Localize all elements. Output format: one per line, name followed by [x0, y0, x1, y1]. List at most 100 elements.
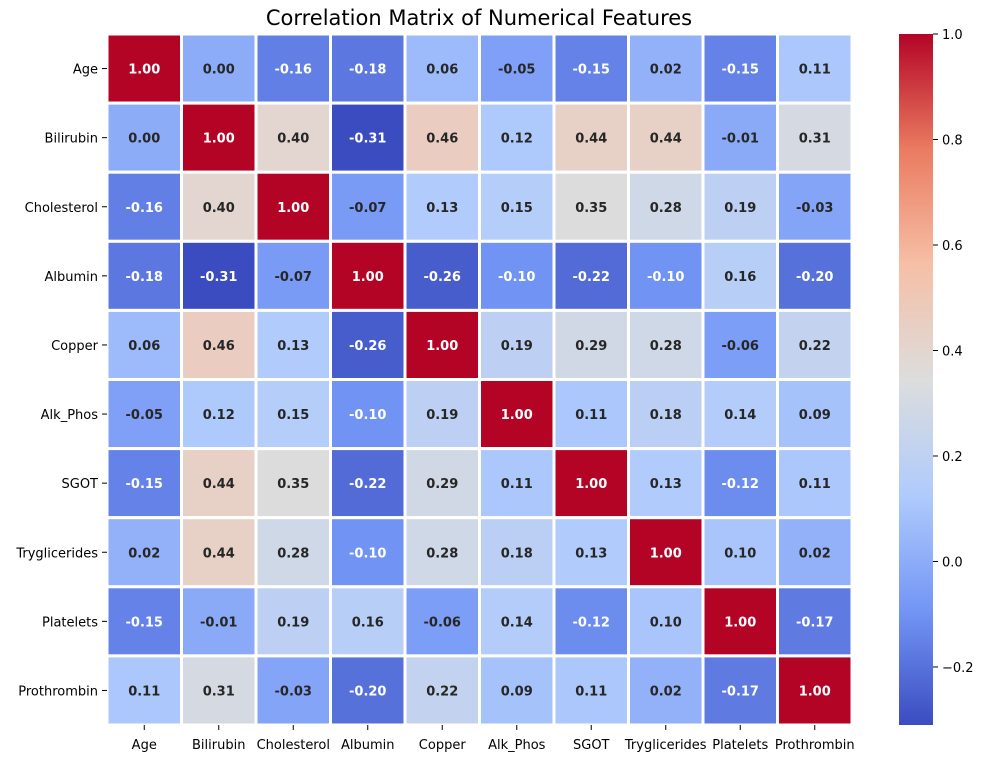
- cell-value-label: -0.07: [275, 270, 312, 285]
- cell-value-label: -0.05: [126, 408, 163, 423]
- heatmap-cell: [552, 101, 630, 174]
- heatmap-cell: [478, 447, 556, 520]
- heatmap-cell: [254, 170, 332, 243]
- cell-value-label: 1.00: [352, 270, 384, 285]
- colorbar-ticks: −0.2 0.0 0.2 0.4 0.6 0.8 1.0: [933, 28, 974, 676]
- cell-value-label: 0.15: [501, 201, 533, 216]
- cell-value-label: 1.00: [724, 615, 756, 630]
- colorbar-tick-label: 0.0: [942, 555, 963, 570]
- cell-value-label: 1.00: [501, 408, 533, 423]
- cell-value-label: 0.15: [277, 408, 309, 423]
- cell-value-label: 1.00: [203, 132, 235, 147]
- cell-value-label: -0.22: [349, 477, 386, 492]
- cell-value-label: -0.17: [796, 615, 833, 630]
- cell-value-label: 0.02: [650, 684, 682, 699]
- heatmap-cell: [627, 308, 705, 381]
- cell-value-label: 0.11: [575, 684, 607, 699]
- y-tick-label: Bilirubin: [45, 132, 98, 147]
- x-tick-label: Prothrombin: [775, 738, 855, 753]
- cell-value-label: 0.10: [650, 615, 682, 630]
- heatmap-cell: [776, 516, 854, 589]
- heatmap-cells: [105, 32, 854, 727]
- cell-value-label: 0.19: [501, 339, 533, 354]
- heatmap-cell: [627, 32, 705, 105]
- cell-value-label: 1.00: [277, 201, 309, 216]
- y-axis: Age Bilirubin Cholesterol Albumin Copper Alk_…: [15, 63, 107, 699]
- cell-value-label: -0.10: [647, 270, 684, 285]
- cell-value-label: 1.00: [650, 546, 682, 561]
- cell-value-label: -0.15: [126, 615, 163, 630]
- cell-value-label: 0.46: [426, 132, 458, 147]
- heatmap-cell-labels: 1.00 0.00 -0.16 -0.18 0.06 -0.05 -0.15 0.02 -0.1…: [126, 63, 834, 700]
- cell-value-label: -0.10: [498, 270, 535, 285]
- heatmap-cell: [552, 170, 630, 243]
- cell-value-label: 0.19: [724, 201, 756, 216]
- heatmap-cell: [701, 170, 779, 243]
- heatmap-cell: [180, 101, 258, 174]
- heatmap-cell: [776, 447, 854, 520]
- x-tick-label: Tryglicerides: [624, 738, 707, 753]
- cell-value-label: 0.14: [501, 615, 533, 630]
- cell-value-label: 0.18: [501, 546, 533, 561]
- cell-value-label: -0.15: [573, 63, 610, 78]
- x-tick-label: Copper: [419, 738, 467, 753]
- cell-value-label: 0.28: [650, 201, 682, 216]
- x-tick-label: SGOT: [573, 738, 610, 753]
- cell-value-label: -0.12: [573, 615, 610, 630]
- heatmap-cell: [478, 239, 556, 312]
- cell-value-label: -0.16: [126, 201, 163, 216]
- heatmap-cell: [254, 378, 332, 451]
- cell-value-label: -0.07: [349, 201, 386, 216]
- cell-value-label: -0.10: [349, 546, 386, 561]
- cell-value-label: 0.16: [352, 615, 384, 630]
- cell-value-label: 0.40: [277, 132, 309, 147]
- x-tick-label: Alk_Phos: [488, 738, 546, 753]
- cell-value-label: -0.26: [349, 339, 386, 354]
- y-tick-label: Prothrombin: [18, 684, 98, 699]
- cell-value-label: 0.11: [799, 63, 831, 78]
- cell-value-label: 0.31: [203, 684, 235, 699]
- cell-value-label: -0.10: [349, 408, 386, 423]
- colorbar-tick-label: −0.2: [942, 661, 974, 676]
- heatmap-cell: [478, 308, 556, 381]
- heatmap-cell: [180, 170, 258, 243]
- cell-value-label: -0.22: [573, 270, 610, 285]
- colorbar-tick-label: 0.4: [942, 344, 963, 359]
- colorbar: −0.2 0.0 0.2 0.4 0.6 0.8 1.0: [899, 28, 974, 725]
- cell-value-label: 0.12: [203, 408, 235, 423]
- heatmap-cell: [329, 447, 407, 520]
- heatmap-cell: [478, 654, 556, 727]
- cell-value-label: -0.01: [722, 132, 759, 147]
- x-axis: Age Bilirubin Cholesterol Albumin Copper Alk_…: [132, 725, 855, 753]
- heatmap-cell: [105, 378, 183, 451]
- heatmap-cell: [701, 585, 779, 658]
- cell-value-label: 0.00: [203, 63, 235, 78]
- cell-value-label: 0.14: [724, 408, 756, 423]
- heatmap-cell: [403, 308, 481, 381]
- cell-value-label: 0.29: [575, 339, 607, 354]
- cell-value-label: 0.29: [426, 477, 458, 492]
- cell-value-label: 0.09: [501, 684, 533, 699]
- cell-value-label: 0.11: [799, 477, 831, 492]
- x-tick-label: Platelets: [712, 738, 768, 753]
- heatmap-cell: [329, 378, 407, 451]
- cell-value-label: 0.44: [203, 477, 235, 492]
- heatmap-cell: [180, 585, 258, 658]
- heatmap-cell: [403, 585, 481, 658]
- heatmap-cell: [776, 654, 854, 727]
- cell-value-label: -0.20: [796, 270, 833, 285]
- cell-value-label: 0.44: [575, 132, 607, 147]
- heatmap-cell: [552, 585, 630, 658]
- heatmap-cell: [552, 516, 630, 589]
- heatmap-cell: [329, 101, 407, 174]
- cell-value-label: -0.03: [275, 684, 312, 699]
- colorbar-tick-label: 0.8: [942, 133, 963, 148]
- colorbar-gradient: [899, 34, 933, 725]
- cell-value-label: -0.20: [349, 684, 386, 699]
- cell-value-label: 0.46: [203, 339, 235, 354]
- heatmap-cell: [552, 447, 630, 520]
- cell-value-label: 0.28: [650, 339, 682, 354]
- heatmap-cell: [105, 239, 183, 312]
- cell-value-label: -0.17: [722, 684, 759, 699]
